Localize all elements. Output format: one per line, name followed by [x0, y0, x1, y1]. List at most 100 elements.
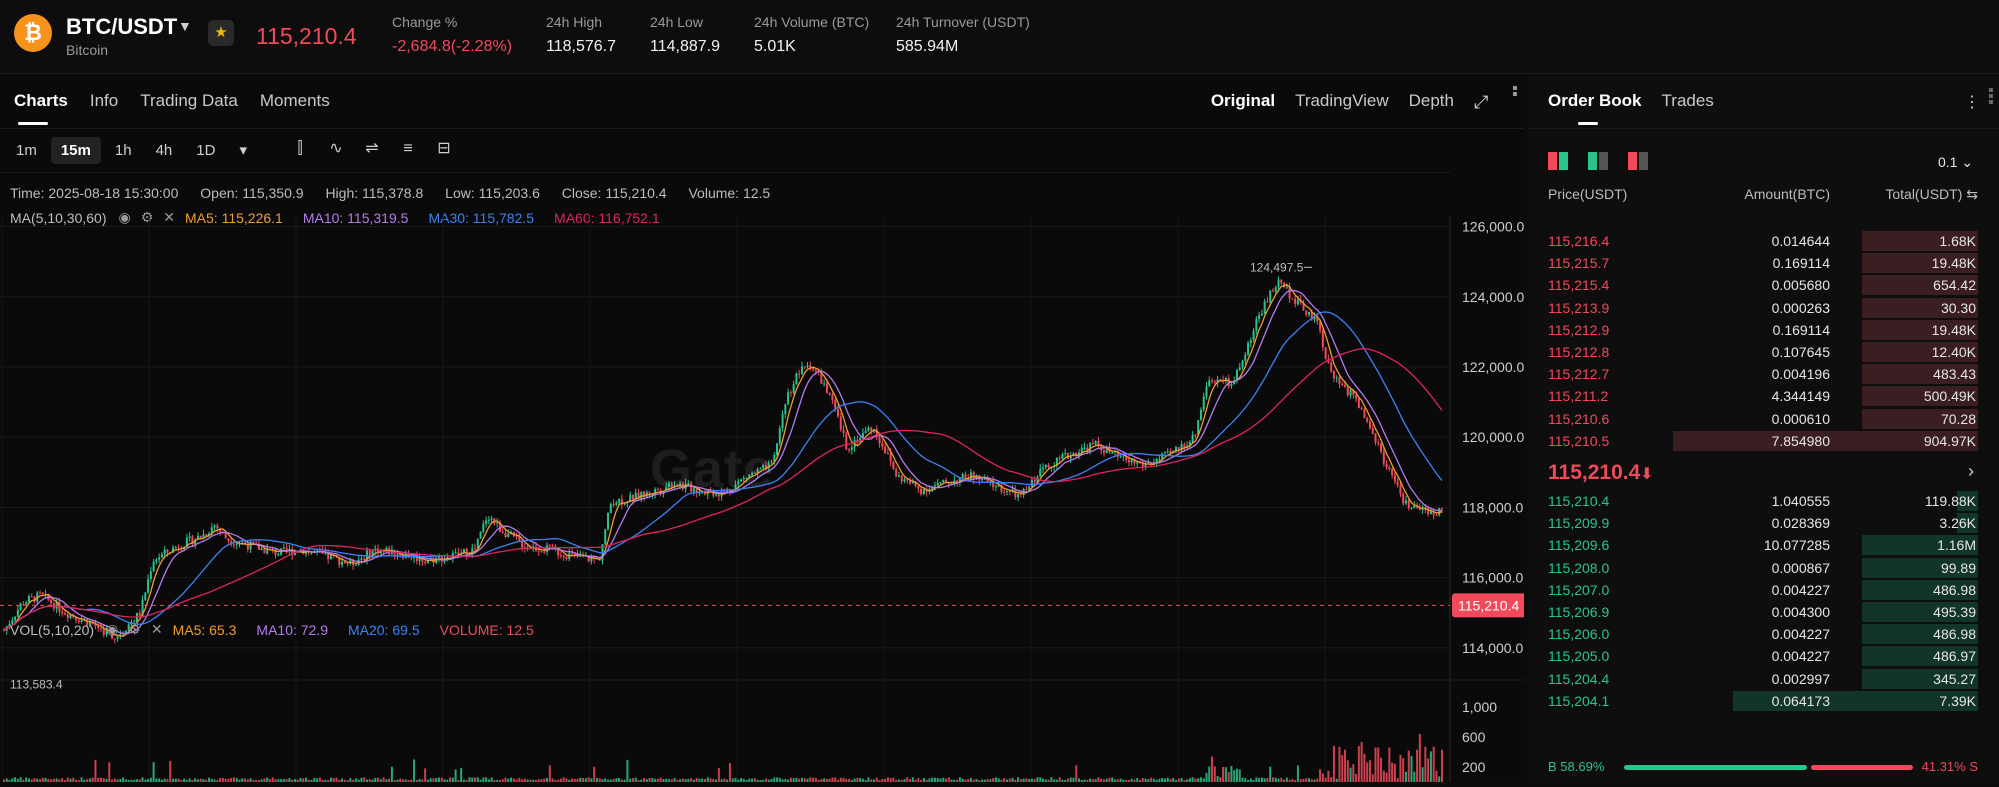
candle-body — [147, 579, 150, 593]
bid-row[interactable]: 115,209.6 10.077285 1.16M — [1548, 534, 1978, 556]
expand-icon[interactable]: ⤢ — [1474, 92, 1489, 112]
close-icon[interactable]: ✕ — [163, 209, 176, 225]
volume-bar — [665, 778, 668, 782]
volume-bar — [305, 777, 308, 782]
volume-bar — [803, 778, 806, 782]
candle-body — [942, 479, 945, 483]
drawing-tools-icon[interactable]: ≡ — [403, 140, 413, 157]
bid-row[interactable]: 115,209.9 0.028369 3.26K — [1548, 512, 1978, 534]
candle-body — [158, 557, 161, 560]
bid-row[interactable]: 115,210.4 1.040555 119.88K — [1548, 490, 1978, 512]
interval-1h[interactable]: 1h — [114, 141, 132, 159]
tab-order-book[interactable]: Order Book — [1548, 91, 1642, 110]
ask-row[interactable]: 115,210.5 7.854980 904.97K — [1548, 430, 1978, 452]
candle-body — [1338, 377, 1341, 384]
volume-bar — [1047, 779, 1050, 782]
volume-bar — [734, 777, 737, 782]
row-price: 115,206.9 — [1548, 604, 1610, 620]
settings-sliders-icon[interactable]: ⇌ — [365, 140, 379, 157]
price-tick-label: 124,000.0 — [1462, 289, 1524, 305]
bids-only-layout-icon[interactable] — [1588, 152, 1608, 170]
bid-row[interactable]: 115,204.4 0.002997 345.27 — [1548, 668, 1978, 690]
volume-bar — [205, 779, 208, 782]
volume-bar — [1310, 779, 1313, 782]
bid-row[interactable]: 115,207.0 0.004227 486.98 — [1548, 579, 1978, 601]
ask-row[interactable]: 115,215.4 0.005680 654.42 — [1548, 274, 1978, 296]
candle-body — [1216, 379, 1219, 383]
favorite-star-icon[interactable]: ★ — [208, 20, 234, 46]
volume-bar — [1366, 762, 1369, 782]
close-icon[interactable]: ✕ — [150, 621, 163, 637]
tab-trading-data[interactable]: Trading Data — [140, 91, 238, 110]
bid-row[interactable]: 115,206.9 0.004300 495.39 — [1548, 601, 1978, 623]
settings-icon[interactable]: ⚙ — [128, 621, 141, 637]
ask-row[interactable]: 115,212.7 0.004196 483.43 — [1548, 363, 1978, 385]
volume-bar — [1080, 779, 1083, 782]
candle-body — [1116, 451, 1119, 457]
candlestick-type-icon[interactable]: ⫿ — [297, 140, 303, 157]
interval-1d[interactable]: 1D — [196, 141, 216, 159]
interval-more-chevron-icon[interactable]: ▾ — [239, 142, 247, 159]
settings-icon[interactable]: ⚙ — [140, 209, 154, 225]
chart-panel: Charts Info Trading Data Moments Origina… — [0, 76, 1524, 783]
price-step-select[interactable]: 0.1 ⌄ — [1938, 154, 1973, 171]
volume-bar — [975, 778, 978, 782]
volume-bar — [1152, 778, 1155, 782]
ask-row[interactable]: 115,211.2 4.344149 500.49K — [1548, 385, 1978, 407]
ma30-line — [3, 311, 1443, 631]
layout-icon[interactable]: ⊟ — [437, 140, 451, 157]
volume-bar — [335, 777, 338, 782]
candle-body — [1360, 408, 1363, 410]
bid-row[interactable]: 115,208.0 0.000867 99.89 — [1548, 557, 1978, 579]
ask-row[interactable]: 115,213.9 0.000263 30.30 — [1548, 297, 1978, 319]
ask-row[interactable]: 115,210.6 0.000610 70.28 — [1548, 408, 1978, 430]
both-sides-layout-icon[interactable] — [1548, 152, 1568, 170]
candle-body — [1127, 459, 1130, 463]
asks-only-layout-icon[interactable] — [1628, 152, 1648, 170]
tab-trades[interactable]: Trades — [1661, 91, 1714, 110]
tab-info[interactable]: Info — [89, 91, 119, 110]
interval-1m[interactable]: 1m — [16, 141, 37, 159]
candle-body — [343, 561, 346, 564]
bid-row[interactable]: 115,205.0 0.004227 486.97 — [1548, 645, 1978, 667]
more-options-icon[interactable]: ⋮ — [1964, 94, 1980, 111]
eye-icon[interactable]: ◉ — [106, 621, 119, 637]
view-tradingview[interactable]: TradingView — [1295, 91, 1389, 110]
view-original[interactable]: Original — [1210, 91, 1276, 110]
tab-charts[interactable]: Charts — [14, 91, 68, 110]
view-depth[interactable]: Depth — [1408, 91, 1454, 110]
volume-bar — [41, 777, 44, 782]
eye-icon[interactable]: ◉ — [118, 209, 131, 225]
candle-body — [385, 548, 388, 551]
volume-bar — [920, 780, 923, 782]
drag-handle-icon[interactable]: ▪ ▪ ▪ — [1988, 82, 1994, 111]
candle-body — [1014, 489, 1017, 498]
volume-bar — [881, 778, 884, 782]
tab-moments[interactable]: Moments — [259, 91, 330, 110]
volume-tick-label: 1,000 — [1462, 699, 1497, 715]
drag-handle-icon[interactable]: ▪ ▪ — [1512, 80, 1518, 103]
interval-15m[interactable]: 15m — [50, 136, 101, 164]
max-price-label: 124,497.5 — [1250, 260, 1304, 274]
volume-bar — [457, 779, 460, 782]
volume-bar — [964, 779, 967, 782]
candle-body — [474, 548, 477, 550]
interval-4h[interactable]: 4h — [155, 141, 173, 159]
bid-row[interactable]: 115,206.0 0.004227 486.98 — [1548, 623, 1978, 645]
pair-selector[interactable]: BTC/USDT — [66, 14, 178, 39]
volume-bar — [479, 779, 482, 782]
ask-row[interactable]: 115,216.4 0.014644 1.68K — [1548, 230, 1978, 252]
candle-body — [1266, 301, 1269, 303]
candlestick-chart[interactable]: 126,000.0 124,000.0 122,000.0 120,000.0 118,… — [0, 216, 1524, 783]
col-total[interactable]: Total(USDT) ⇆ — [1885, 186, 1978, 203]
ask-row[interactable]: 115,215.7 0.169114 19.48K — [1548, 252, 1978, 274]
bid-row[interactable]: 115,204.1 0.064173 7.39K — [1548, 690, 1978, 712]
ask-row[interactable]: 115,212.9 0.169114 19.48K — [1548, 319, 1978, 341]
chevron-down-icon[interactable]: ▼ — [178, 18, 192, 34]
candle-body — [831, 394, 834, 401]
indicators-icon[interactable]: ∿ — [329, 140, 343, 157]
ask-row[interactable]: 115,212.8 0.107645 12.40K — [1548, 341, 1978, 363]
volume-bar — [3, 779, 5, 782]
chevron-right-icon[interactable]: › — [1968, 461, 1974, 481]
volume-bar — [1078, 778, 1081, 782]
